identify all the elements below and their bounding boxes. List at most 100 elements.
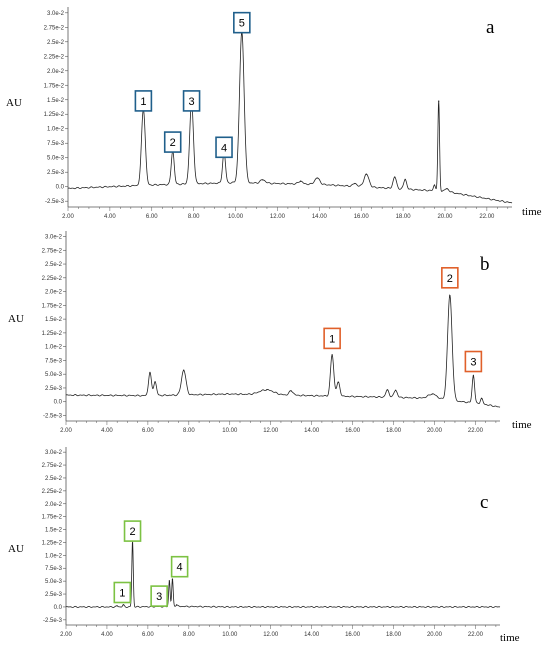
x-tick-label: 20.00 bbox=[427, 632, 443, 638]
y-tick-label: 2.75e-2 bbox=[42, 463, 63, 469]
x-tick-label: 8.00 bbox=[188, 214, 200, 220]
y-tick-label: 7.5e-3 bbox=[47, 141, 65, 147]
y-tick-label: 1.75e-2 bbox=[42, 515, 63, 521]
peak-point bbox=[354, 182, 356, 185]
x-tick-label: 2.00 bbox=[60, 428, 72, 434]
x-tick-label: 12.00 bbox=[263, 428, 279, 434]
peak-point bbox=[431, 393, 434, 395]
y-tick-label: 7.5e-3 bbox=[45, 358, 63, 364]
peak-label-number: 1 bbox=[140, 96, 146, 108]
peak-label-number: 2 bbox=[170, 137, 176, 149]
chromatogram-trace bbox=[67, 31, 513, 204]
y-tick-label: 2.75e-2 bbox=[44, 25, 65, 31]
peak-label-number: 4 bbox=[177, 562, 183, 574]
peak-point bbox=[299, 180, 302, 182]
x-tick-label: 8.00 bbox=[183, 632, 195, 638]
x-tick-label: 14.00 bbox=[304, 632, 320, 638]
x-tick-label: 2.00 bbox=[62, 214, 74, 220]
y-tick-label: 2.5e-3 bbox=[45, 386, 63, 392]
x-tick-label: 6.00 bbox=[146, 214, 158, 220]
peak-label-number: 4 bbox=[221, 142, 227, 154]
peak-point bbox=[394, 176, 396, 178]
peak-label-frame bbox=[123, 520, 142, 542]
peak-label-box: 3 bbox=[464, 350, 483, 373]
peak-label-number: 3 bbox=[189, 96, 195, 108]
chart-panel-a: -2.5e-3 0.0 2.5e-3 5.0e-3 7.5e-3 1.0e-2 1.25e-… bbox=[6, 7, 542, 220]
y-tick-label: 2.5e-3 bbox=[45, 592, 63, 598]
x-tick-label: 14.00 bbox=[304, 428, 320, 434]
peak-label-box: 2 bbox=[163, 131, 182, 153]
y-tick-label: 5.0e-3 bbox=[47, 156, 65, 162]
peak-label-number: 1 bbox=[119, 587, 125, 599]
x-tick-label: 6.00 bbox=[142, 428, 154, 434]
x-tick-label: 18.00 bbox=[386, 632, 402, 638]
y-tick-label: 1.25e-2 bbox=[44, 112, 65, 118]
peak-label-number: 5 bbox=[239, 18, 245, 30]
peak-point bbox=[438, 100, 440, 102]
peak-point bbox=[337, 381, 339, 384]
x-tick-label: 10.00 bbox=[228, 214, 244, 220]
y-tick-label: 3.0e-2 bbox=[45, 235, 63, 241]
y-tick-label: 0.0 bbox=[54, 400, 63, 406]
peak-point bbox=[433, 184, 436, 186]
peak-point bbox=[262, 179, 264, 181]
peak-label-box: 3 bbox=[150, 585, 168, 607]
x-tick-label: 4.00 bbox=[101, 428, 113, 434]
x-tick-label: 12.00 bbox=[270, 214, 286, 220]
peak-label-frame bbox=[323, 327, 341, 350]
x-tick-label: 2.00 bbox=[60, 632, 72, 638]
peak-label-frame bbox=[134, 90, 153, 112]
peak-label-frame bbox=[233, 11, 251, 34]
peak-label-frame bbox=[215, 136, 233, 159]
peak-label-box: 3 bbox=[182, 90, 201, 112]
peak-label-frame bbox=[113, 581, 132, 604]
y-tick-label: 0.0 bbox=[56, 185, 65, 191]
peak-label-frame bbox=[464, 350, 483, 373]
peak-label-box: 5 bbox=[233, 11, 251, 34]
x-tick-label: 20.00 bbox=[437, 214, 453, 220]
peak-label-box: 1 bbox=[113, 581, 132, 604]
x-tick-label: 18.00 bbox=[386, 428, 402, 434]
y-tick-label: 1.25e-2 bbox=[42, 540, 63, 546]
panel-label: c bbox=[480, 492, 488, 513]
x-tick-label: 18.00 bbox=[396, 214, 412, 220]
peak-label-box: 2 bbox=[123, 520, 142, 542]
x-tick-label: 6.00 bbox=[142, 632, 154, 638]
peak-label-frame bbox=[163, 131, 182, 153]
y-tick-label: 2.0e-2 bbox=[45, 290, 63, 296]
chart-panel-c: -2.5e-3 0.0 2.5e-3 5.0e-3 7.5e-3 1.0e-2 1.25e-… bbox=[8, 447, 520, 644]
x-axis-label: time bbox=[512, 419, 532, 431]
y-tick-label: 1.5e-2 bbox=[47, 98, 65, 104]
chromatogram-trace bbox=[65, 294, 501, 408]
y-tick-label: 2.0e-2 bbox=[47, 69, 65, 75]
y-tick-label: 1.75e-2 bbox=[42, 303, 63, 309]
y-tick-label: 1.0e-2 bbox=[45, 553, 63, 559]
y-tick-label: -2.5e-3 bbox=[45, 199, 65, 205]
x-tick-label: 16.00 bbox=[345, 632, 361, 638]
peak-point bbox=[171, 578, 174, 580]
y-tick-label: 2.75e-2 bbox=[42, 248, 63, 254]
peak-point bbox=[386, 389, 389, 391]
x-tick-label: 10.00 bbox=[222, 428, 238, 434]
peak-label-frame bbox=[441, 267, 459, 289]
peak-label-number: 2 bbox=[447, 273, 453, 285]
y-tick-label: 2.0e-2 bbox=[45, 502, 63, 508]
peak-point bbox=[290, 390, 292, 392]
y-tick-label: 0.0 bbox=[54, 605, 63, 611]
y-axis-label: AU bbox=[6, 97, 22, 109]
x-axis-label: time bbox=[500, 632, 520, 644]
panel-label: b bbox=[480, 254, 490, 275]
y-tick-label: 5.0e-3 bbox=[45, 579, 63, 585]
peak-point bbox=[331, 354, 333, 356]
peak-point bbox=[149, 371, 151, 374]
x-tick-label: 4.00 bbox=[101, 632, 113, 638]
peak-point bbox=[175, 604, 178, 606]
y-tick-label: 2.5e-2 bbox=[45, 262, 63, 268]
y-tick-label: 3.0e-2 bbox=[47, 11, 65, 17]
y-tick-label: 7.5e-3 bbox=[45, 566, 63, 572]
peak-point bbox=[480, 397, 483, 400]
x-tick-label: 16.00 bbox=[354, 214, 370, 220]
x-tick-label: 12.00 bbox=[263, 632, 279, 638]
x-tick-label: 10.00 bbox=[222, 632, 238, 638]
